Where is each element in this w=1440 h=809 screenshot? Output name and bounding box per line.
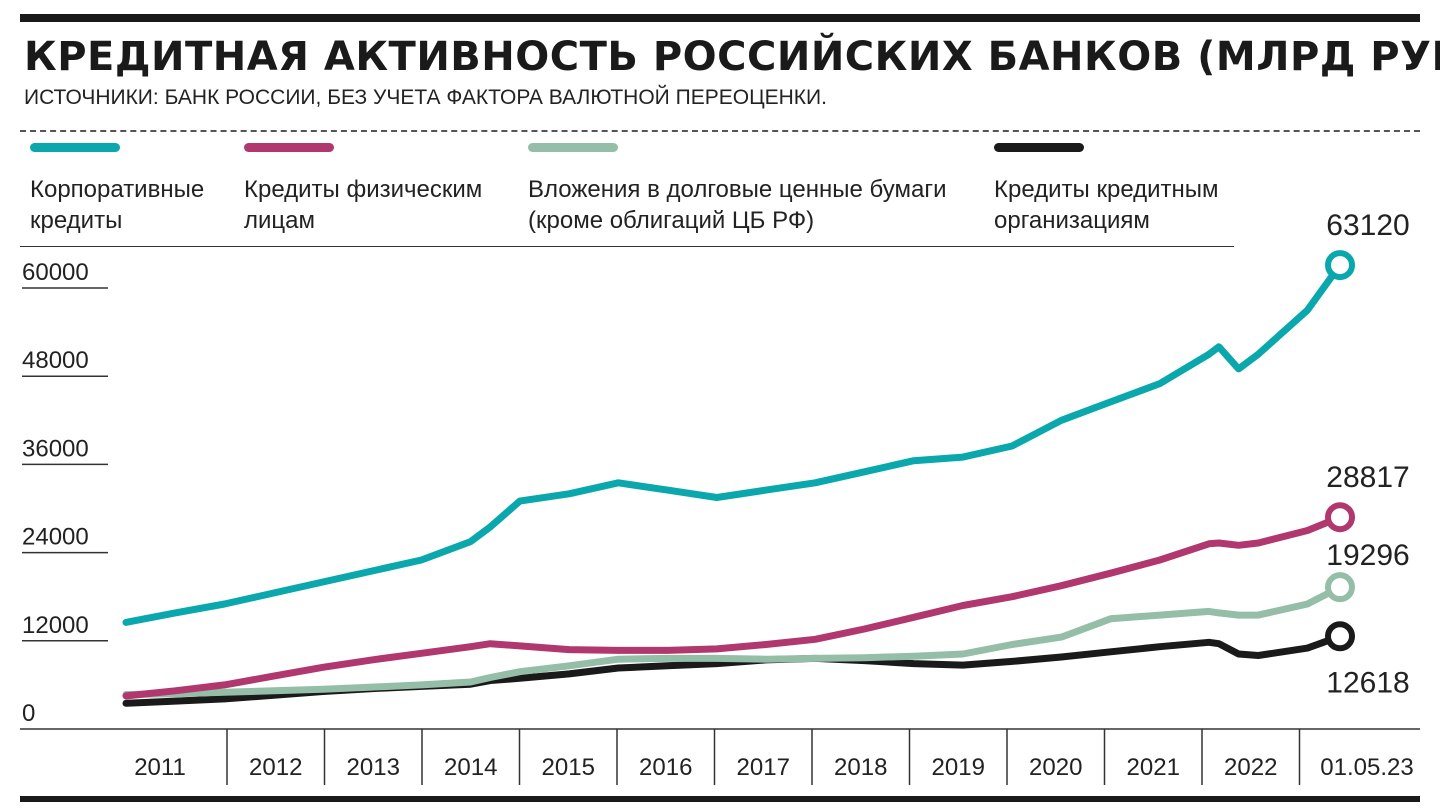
bottom-rule [20, 796, 1420, 802]
end-label-corporate: 63120 [1326, 209, 1409, 242]
legend-label-line: кредиты [30, 207, 123, 234]
x-tick-label: 2011 [134, 754, 186, 781]
x-tick-label: 2019 [932, 754, 985, 781]
end-label-retail: 28817 [1326, 461, 1409, 494]
legend-label-line: лицам [244, 207, 316, 234]
x-tick-label: 2016 [639, 754, 692, 781]
series-line-corporate [122, 261, 1344, 626]
legend-label-line: Кредиты кредитным [994, 176, 1219, 203]
legend-label-interbank: Кредиты кредитным организациям [994, 174, 1219, 236]
x-tick-label: 2015 [542, 754, 595, 781]
legend-label-securities: Вложения в долговые ценные бумаги (кроме… [528, 174, 946, 236]
end-marker-corporate [1325, 250, 1355, 281]
x-tick-label: 2020 [1029, 754, 1082, 781]
x-tick-label: 2014 [444, 754, 497, 781]
legend-label-line: организациям [994, 207, 1150, 234]
x-tick-label: 2017 [737, 754, 790, 781]
x-tick-label: 2021 [1127, 754, 1180, 781]
x-tick-label: 2018 [834, 754, 887, 781]
y-tick-label: 0 [22, 700, 35, 727]
end-marker-retail [1325, 502, 1355, 533]
legend-swatch-securities [528, 143, 618, 152]
legend-swatch-interbank [994, 143, 1084, 152]
page-title: КРЕДИТНАЯ АКТИВНОСТЬ РОССИЙСКИХ БАНКОВ (… [24, 34, 1440, 80]
x-tick-label: 2012 [249, 754, 302, 781]
end-label-interbank: 12618 [1326, 666, 1409, 699]
legend-rule [20, 246, 1234, 247]
legend-label-corporate: Корпоративные кредиты [30, 174, 204, 236]
x-tick-label: 01.05.23 [1320, 754, 1413, 781]
legend-swatch-retail [244, 143, 334, 152]
y-tick-label: 12000 [22, 612, 89, 639]
y-tick-label: 36000 [22, 435, 89, 462]
dashed-divider [20, 130, 1420, 132]
end-marker-interbank [1325, 621, 1355, 652]
legend-item-corporate: Корпоративные кредиты [30, 143, 204, 236]
legend-item-securities: Вложения в долговые ценные бумаги (кроме… [528, 143, 946, 236]
x-tick-label: 2022 [1224, 754, 1277, 781]
legend-swatch-corporate [30, 143, 120, 152]
end-label-securities: 19296 [1326, 539, 1409, 572]
series-line-securities [122, 583, 1344, 698]
y-tick-label: 24000 [22, 524, 89, 551]
legend-label-line: Кредиты физическим [244, 176, 483, 203]
end-marker-securities [1325, 572, 1355, 603]
page-subtitle: ИСТОЧНИКИ: БАНК РОССИИ, БЕЗ УЧЕТА ФАКТОР… [24, 86, 827, 109]
legend-label-line: (кроме облигаций ЦБ РФ) [528, 207, 815, 234]
legend-item-interbank: Кредиты кредитным организациям [994, 143, 1219, 236]
y-tick-label: 60000 [22, 259, 89, 286]
y-tick-label: 48000 [22, 347, 89, 374]
legend-item-retail: Кредиты физическим лицам [244, 143, 482, 236]
legend-label-retail: Кредиты физическим лицам [244, 174, 482, 236]
legend-label-line: Вложения в долговые ценные бумаги [528, 176, 947, 203]
series-line-retail [122, 513, 1344, 700]
x-tick-label: 2013 [347, 754, 400, 781]
top-rule [20, 14, 1420, 22]
legend-label-line: Корпоративные [30, 176, 205, 203]
